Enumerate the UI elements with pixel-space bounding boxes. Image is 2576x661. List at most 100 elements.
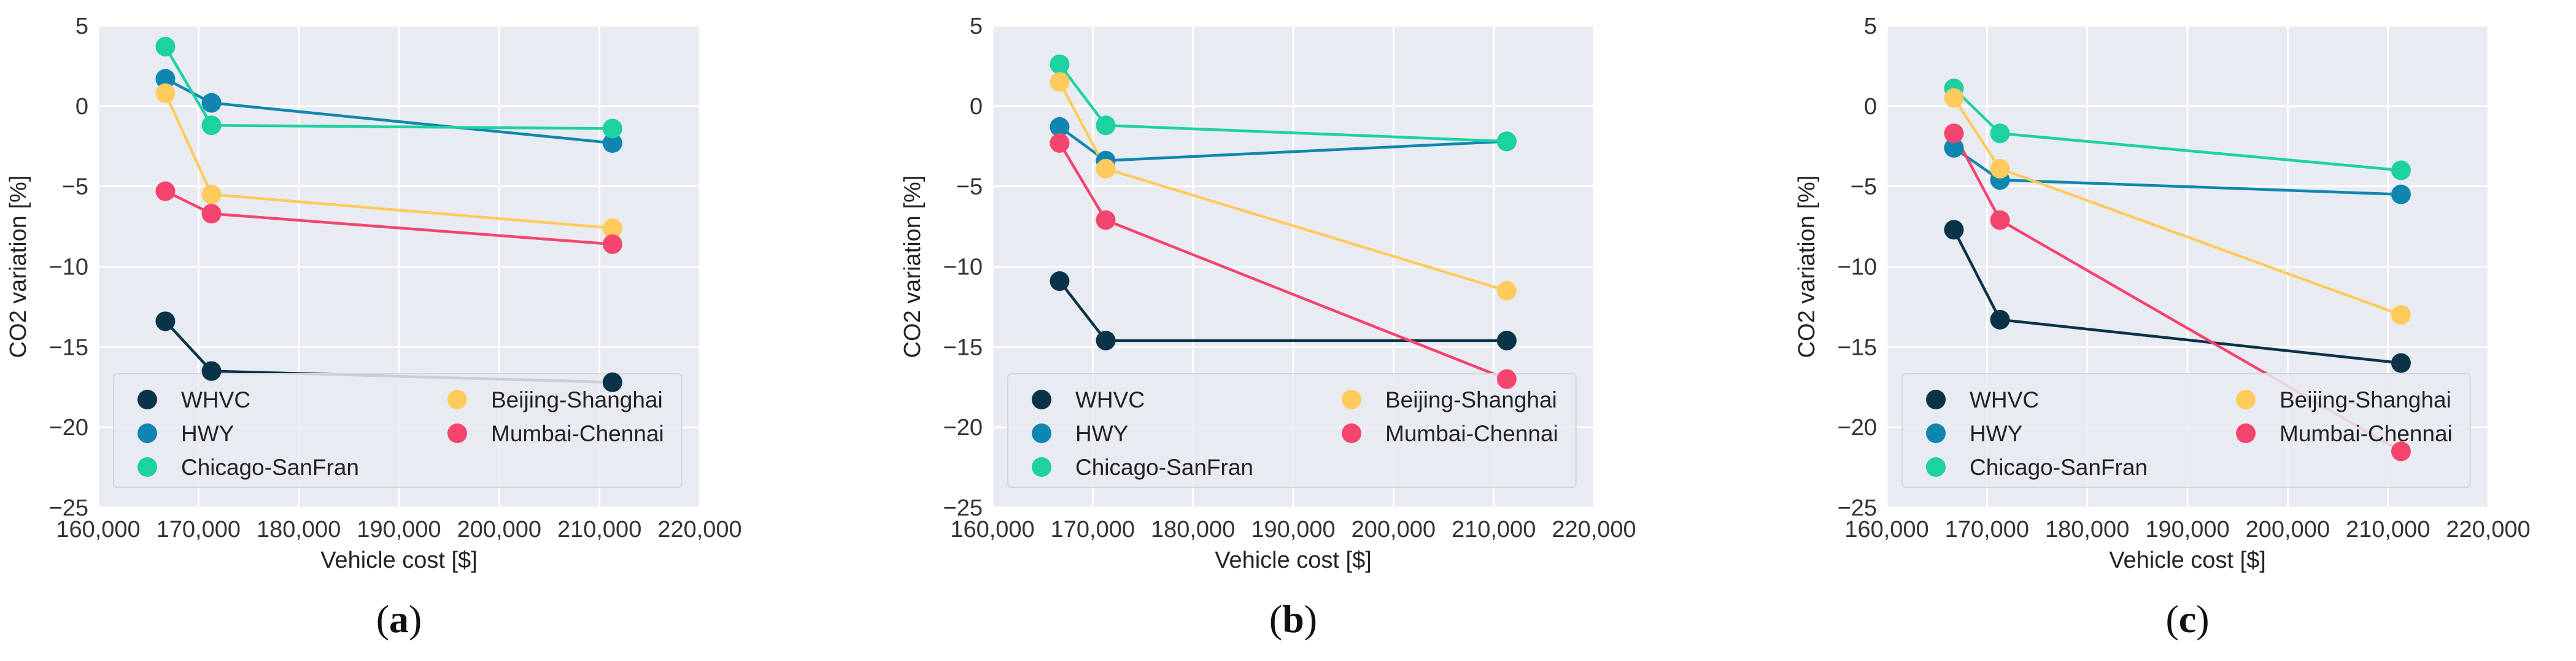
data-point-hwy (1050, 117, 1070, 137)
x-tick-label: 220,000 (1552, 517, 1636, 543)
y-tick-label: −10 (49, 255, 88, 280)
data-point-beijing-shanghai (602, 218, 622, 238)
x-tick-label: 190,000 (357, 517, 441, 543)
legend: WHVC HWY Chicago-SanFran Beijing-Shanghai Mu… (1901, 373, 2471, 488)
legend-label-chicago-sanfran: Chicago-SanFran (1970, 455, 2148, 480)
data-point-whvc (602, 372, 622, 392)
data-point-mumbai-chennai (201, 204, 222, 224)
legend-marker-whvc (1032, 390, 1051, 409)
y-tick-label: −5 (956, 174, 983, 200)
data-point-hwy (2391, 184, 2411, 204)
legend-label-hwy: HWY (1970, 421, 2022, 446)
data-point-mumbai-chennai (1096, 210, 1116, 230)
data-point-whvc (1944, 220, 1964, 240)
legend-marker-whvc (1926, 390, 1946, 409)
x-tick-label: 170,000 (1051, 517, 1135, 543)
legend-marker-mumbai-chennai (2236, 423, 2256, 443)
y-tick-label: −25 (943, 495, 983, 521)
x-tick-label: 220,000 (657, 517, 741, 543)
legend-label-whvc: WHVC (181, 387, 250, 412)
y-tick-label: −20 (49, 415, 88, 441)
y-tick-label: −5 (1851, 174, 1877, 200)
data-point-whvc (1990, 309, 2010, 330)
data-point-chicago-sanfran (602, 118, 622, 139)
x-tick-label: 160,000 (1844, 517, 1928, 543)
y-tick-label: −15 (943, 334, 983, 360)
data-point-whvc (1496, 330, 1517, 350)
data-point-whvc (1050, 271, 1070, 292)
data-point-hwy (155, 69, 176, 89)
legend-marker-hwy (1926, 423, 1946, 443)
legend-marker-whvc (137, 390, 157, 409)
legend: WHVC HWY Chicago-SanFran Beijing-Shanghai Mu… (1007, 373, 1577, 488)
data-point-mumbai-chennai (2391, 441, 2411, 462)
x-tick-label: 200,000 (2246, 517, 2330, 543)
y-tick-label: −5 (62, 174, 88, 200)
data-point-whvc (155, 311, 176, 331)
panel-label: (c) (2165, 597, 2209, 641)
y-tick-label: −15 (49, 334, 88, 360)
y-tick-label: −10 (1838, 255, 1877, 280)
legend-label-mumbai-chennai: Mumbai-Chennai (2280, 421, 2453, 446)
legend: WHVC HWY Chicago-SanFran Beijing-Shanghai Mu… (113, 373, 683, 488)
data-point-whvc (1096, 330, 1116, 350)
legend-label-hwy: HWY (181, 421, 234, 446)
data-point-whvc (201, 361, 222, 381)
x-tick-label: 210,000 (1452, 517, 1536, 543)
legend-marker-chicago-sanfran (1032, 457, 1051, 477)
data-point-mumbai-chennai (1944, 123, 1964, 144)
legend-label-hwy: HWY (1075, 421, 1128, 446)
panel-label: (a) (376, 597, 422, 641)
legend-label-mumbai-chennai: Mumbai-Chennai (1385, 421, 1558, 446)
data-point-chicago-sanfran (2391, 160, 2411, 180)
x-axis-title: Vehicle cost [$] (2109, 547, 2266, 573)
x-tick-label: 180,000 (2045, 517, 2129, 543)
y-tick-label: 5 (970, 14, 983, 39)
chart-panel-a: 160,000 170,000 180,000 190,000 200,000 210,0… (6, 14, 742, 641)
x-tick-label: 200,000 (1352, 517, 1436, 543)
x-tick-label: 170,000 (157, 517, 241, 543)
data-point-hwy (201, 93, 222, 113)
chart-panel-b: 160,000 170,000 180,000 190,000 200,000 210,0… (900, 14, 1636, 641)
data-point-beijing-shanghai (1944, 88, 1964, 108)
x-tick-label: 210,000 (2346, 517, 2430, 543)
data-point-beijing-shanghai (1050, 72, 1070, 92)
data-point-hwy (1944, 137, 1964, 158)
data-point-chicago-sanfran (1050, 54, 1070, 74)
x-tick-label: 210,000 (557, 517, 641, 543)
legend-marker-beijing-shanghai (1342, 390, 1361, 409)
chart-panel-c: 160,000 170,000 180,000 190,000 200,000 210,0… (1794, 14, 2531, 641)
legend-label-beijing-shanghai: Beijing-Shanghai (491, 387, 663, 412)
data-point-mumbai-chennai (602, 234, 622, 254)
x-tick-label: 170,000 (1945, 517, 2029, 543)
y-tick-label: 0 (1864, 94, 1877, 120)
x-axis-title: Vehicle cost [$] (1215, 547, 1372, 573)
data-point-chicago-sanfran (155, 37, 176, 57)
y-tick-label: −25 (1838, 495, 1877, 521)
data-point-mumbai-chennai (1496, 369, 1517, 389)
data-point-hwy (602, 133, 622, 153)
legend-marker-beijing-shanghai (447, 390, 467, 409)
data-point-whvc (2391, 353, 2411, 373)
data-point-beijing-shanghai (1096, 158, 1116, 179)
legend-label-chicago-sanfran: Chicago-SanFran (1075, 455, 1253, 480)
x-axis-title: Vehicle cost [$] (320, 547, 478, 573)
legend-label-chicago-sanfran: Chicago-SanFran (181, 455, 359, 480)
legend-label-whvc: WHVC (1075, 387, 1145, 412)
x-tick-label: 190,000 (1251, 517, 1335, 543)
data-point-chicago-sanfran (1990, 123, 2010, 144)
y-tick-label: 0 (970, 94, 983, 120)
data-point-chicago-sanfran (201, 115, 222, 136)
y-tick-label: −25 (49, 495, 88, 521)
data-point-beijing-shanghai (1496, 280, 1517, 301)
data-point-beijing-shanghai (201, 184, 222, 204)
legend-label-mumbai-chennai: Mumbai-Chennai (491, 421, 664, 446)
legend-box (1007, 373, 1577, 488)
x-tick-label: 180,000 (257, 517, 341, 543)
x-tick-label: 220,000 (2446, 517, 2530, 543)
legend-label-beijing-shanghai: Beijing-Shanghai (2280, 387, 2451, 412)
legend-label-whvc: WHVC (1970, 387, 2039, 412)
data-point-beijing-shanghai (1990, 158, 2010, 179)
y-tick-label: 5 (75, 14, 88, 39)
